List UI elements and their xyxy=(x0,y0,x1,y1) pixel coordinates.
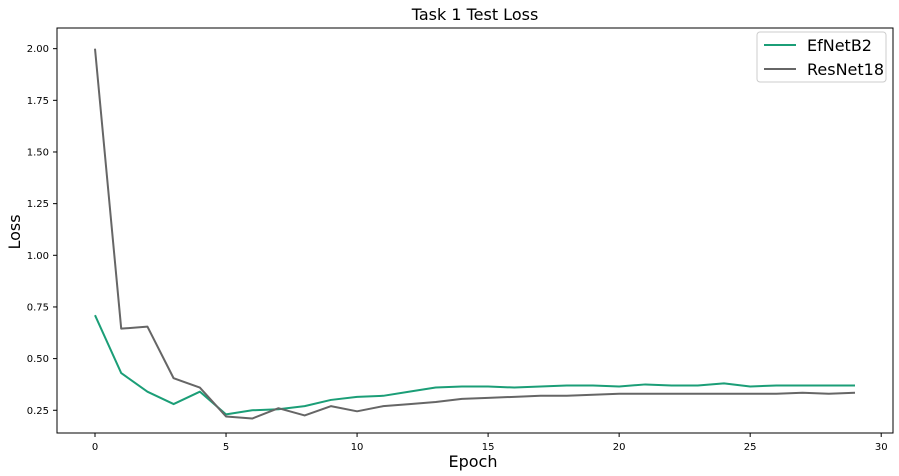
y-axis-label: Loss xyxy=(5,214,24,249)
y-tick-label: 2.00 xyxy=(27,44,49,55)
y-tick-label: 0.50 xyxy=(27,354,49,365)
chart-title: Task 1 Test Loss xyxy=(411,5,539,24)
x-tick-label: 15 xyxy=(482,442,495,453)
y-tick-label: 0.75 xyxy=(27,302,49,313)
series-layer xyxy=(94,48,856,420)
legend-label-resnet18: ResNet18 xyxy=(807,60,884,79)
x-axis-label: Epoch xyxy=(449,452,498,471)
series-line-resnet18 xyxy=(94,48,856,420)
y-tick-label: 1.75 xyxy=(27,96,49,107)
legend: EfNetB2 ResNet18 xyxy=(756,31,887,83)
x-tick-label: 0 xyxy=(92,442,98,453)
y-tick-label: 1.50 xyxy=(27,147,49,158)
y-tick-label: 1.00 xyxy=(27,251,49,262)
plot-area xyxy=(57,28,893,433)
ticks-layer: 0 5 10 15 20 25 30 0.25 0.50 0.75 1.00 1.25 1.50 1.75… xyxy=(27,44,888,453)
plot-frame xyxy=(56,27,894,434)
x-tick-label: 5 xyxy=(223,442,229,453)
y-tick-label: 0.25 xyxy=(27,406,49,417)
x-tick-label: 30 xyxy=(875,442,888,453)
x-tick-label: 25 xyxy=(744,442,757,453)
legend-label-efnetb2: EfNetB2 xyxy=(807,36,872,55)
x-tick-label: 20 xyxy=(613,442,626,453)
x-tick-label: 10 xyxy=(351,442,364,453)
y-tick-label: 1.25 xyxy=(27,199,49,210)
